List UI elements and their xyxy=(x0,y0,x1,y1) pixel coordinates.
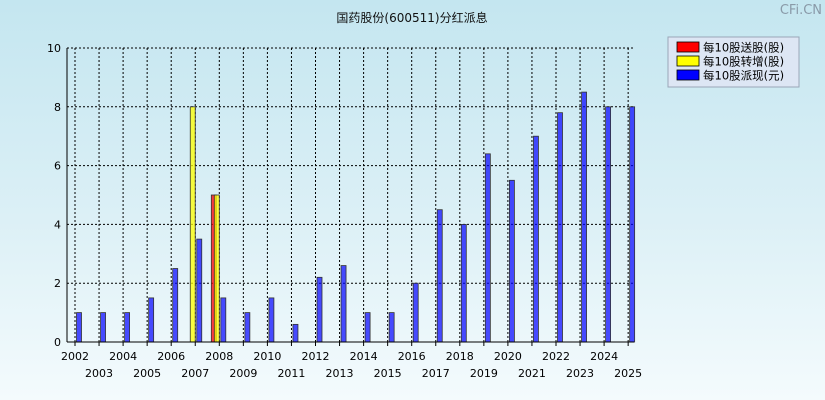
bar xyxy=(460,223,467,343)
x-tick-label: 2018 xyxy=(446,350,474,363)
bar xyxy=(629,106,636,343)
chart-title: 国药股份(600511)分红派息 xyxy=(336,10,487,25)
bar xyxy=(605,106,611,343)
x-tick-label: 2022 xyxy=(542,350,570,363)
x-tick-label: 2002 xyxy=(61,350,89,363)
legend-swatch xyxy=(676,41,700,53)
x-tick-label: 2025 xyxy=(614,367,642,380)
x-tick-label: 2009 xyxy=(229,367,257,380)
y-tick-label: 10 xyxy=(47,42,61,55)
bar xyxy=(292,323,299,343)
legend-label: 每10股派现(元) xyxy=(703,69,784,83)
x-tick-label: 2011 xyxy=(277,367,305,380)
legend-swatch xyxy=(676,55,700,67)
x-tick-label: 2008 xyxy=(205,350,233,363)
axis-layer: 0 2 4 6 8 10 2002 2003 2004 2005 2006 2007 2008 2009 2… xyxy=(47,42,642,380)
bar xyxy=(244,312,251,343)
bar xyxy=(220,297,227,343)
bar xyxy=(100,312,106,343)
x-tick-label: 2003 xyxy=(85,367,113,380)
bar xyxy=(364,312,371,343)
bar xyxy=(316,276,323,343)
x-tick-label: 2014 xyxy=(350,350,378,363)
bar xyxy=(533,135,539,343)
x-tick-label: 2017 xyxy=(422,367,450,380)
bar xyxy=(124,312,130,343)
x-tick-label: 2023 xyxy=(566,367,594,380)
grid-layer xyxy=(67,47,634,343)
bar xyxy=(213,194,220,343)
bar xyxy=(581,91,587,343)
x-tick-label: 2024 xyxy=(590,350,618,363)
x-tick-label: 2021 xyxy=(518,367,546,380)
y-tick-label: 2 xyxy=(54,277,61,290)
y-tick-label: 4 xyxy=(54,218,61,231)
bar xyxy=(436,209,443,343)
x-tick-label: 2007 xyxy=(181,367,209,380)
bar xyxy=(484,153,491,343)
bar xyxy=(557,112,563,343)
bar-layer xyxy=(76,91,636,343)
legend: 每10股送股(股)每10股转增(股)每10股派现(元) xyxy=(667,36,800,88)
x-tick-label: 2006 xyxy=(157,350,185,363)
bar xyxy=(196,238,203,343)
bar xyxy=(412,282,419,343)
x-tick-label: 2015 xyxy=(374,367,402,380)
bar xyxy=(189,106,196,343)
x-tick-label: 2016 xyxy=(398,350,426,363)
x-tick-label: 2012 xyxy=(302,350,330,363)
legend-swatch xyxy=(676,69,700,81)
x-tick-label: 2019 xyxy=(470,367,498,380)
bar xyxy=(172,268,179,343)
watermark-logo: CFi.CN xyxy=(780,3,822,18)
y-tick-label: 8 xyxy=(54,101,61,114)
bar xyxy=(508,179,515,343)
bar xyxy=(76,312,82,343)
bar xyxy=(340,265,347,343)
x-tick-label: 2020 xyxy=(494,350,522,363)
y-tick-label: 6 xyxy=(54,160,61,173)
legend-label: 每10股转增(股) xyxy=(703,55,784,69)
legend-label: 每10股送股(股) xyxy=(703,41,784,55)
x-tick-label: 2010 xyxy=(253,350,281,363)
x-tick-label: 2004 xyxy=(109,350,137,363)
bar xyxy=(388,312,395,343)
x-tick-label: 2005 xyxy=(133,367,161,380)
bar xyxy=(268,297,275,343)
y-tick-label: 0 xyxy=(54,336,61,349)
x-tick-label: 2013 xyxy=(326,367,354,380)
bar xyxy=(148,297,155,343)
